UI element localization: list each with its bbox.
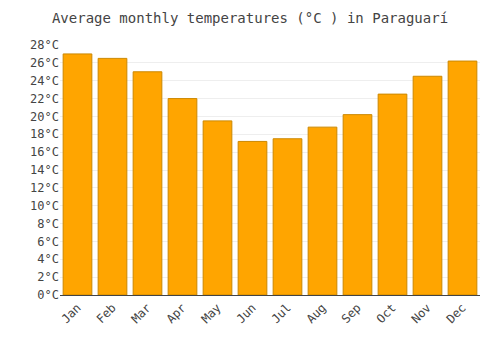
svg-text:14°C: 14°C — [30, 163, 59, 177]
svg-text:26°C: 26°C — [30, 56, 59, 70]
svg-text:8°C: 8°C — [37, 217, 59, 231]
svg-text:4°C: 4°C — [37, 252, 59, 266]
svg-text:Jan: Jan — [59, 301, 84, 326]
svg-text:Nov: Nov — [409, 301, 434, 326]
svg-text:Oct: Oct — [374, 301, 399, 326]
svg-text:18°C: 18°C — [30, 127, 59, 141]
svg-text:Aug: Aug — [304, 301, 329, 326]
svg-text:28°C: 28°C — [30, 38, 59, 52]
svg-text:6°C: 6°C — [37, 235, 59, 249]
svg-text:24°C: 24°C — [30, 74, 59, 88]
svg-text:Dec: Dec — [444, 301, 469, 326]
svg-text:Mar: Mar — [129, 301, 154, 326]
svg-text:10°C: 10°C — [30, 199, 59, 213]
svg-text:May: May — [199, 301, 224, 326]
svg-text:2°C: 2°C — [37, 270, 59, 284]
svg-text:Apr: Apr — [164, 301, 189, 326]
svg-text:Sep: Sep — [339, 301, 364, 326]
svg-text:Average monthly temperatures (: Average monthly temperatures (°C ) in Pa… — [52, 10, 448, 26]
svg-text:22°C: 22°C — [30, 92, 59, 106]
svg-text:Jun: Jun — [234, 301, 259, 326]
svg-text:Jul: Jul — [269, 301, 294, 326]
svg-text:16°C: 16°C — [30, 145, 59, 159]
svg-text:Feb: Feb — [94, 301, 119, 326]
svg-text:0°C: 0°C — [37, 288, 59, 302]
svg-text:20°C: 20°C — [30, 110, 59, 124]
svg-text:12°C: 12°C — [30, 181, 59, 195]
